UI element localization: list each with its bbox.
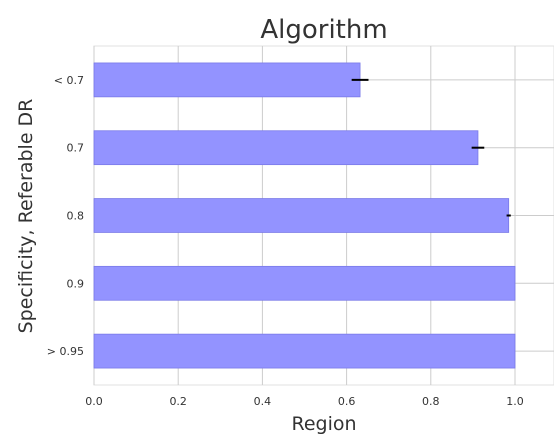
- x-tick-label: 0.4: [254, 395, 272, 408]
- y-tick-label: 0.7: [67, 142, 85, 155]
- bar: [93, 333, 516, 369]
- x-tick-label: 1.0: [506, 395, 524, 408]
- y-tick-label: 0.9: [67, 277, 85, 290]
- x-tick-label: 0.8: [422, 395, 440, 408]
- y-axis-label: Specificity, Referable DR: [15, 99, 37, 334]
- y-tick-label: 0.8: [67, 210, 85, 223]
- tick-labels: 0.0 0.2 0.4 0.6 0.8 1.0 < 0.7 0.7 0.8 0.9 > 0.95: [47, 74, 524, 408]
- x-tick-label: 0.2: [169, 395, 187, 408]
- y-tick-label: > 0.95: [47, 345, 84, 358]
- error-bars: [351, 78, 511, 217]
- chart-title: Algorithm: [260, 15, 387, 45]
- x-tick-label: 0.0: [85, 395, 103, 408]
- bars: [93, 62, 516, 369]
- bar: [93, 265, 516, 301]
- y-tick-label: < 0.7: [54, 74, 84, 87]
- x-axis-label: Region: [291, 413, 356, 435]
- bar: [93, 62, 361, 98]
- x-tick-label: 0.6: [338, 395, 356, 408]
- bar: [93, 130, 479, 166]
- bar: [93, 198, 510, 233]
